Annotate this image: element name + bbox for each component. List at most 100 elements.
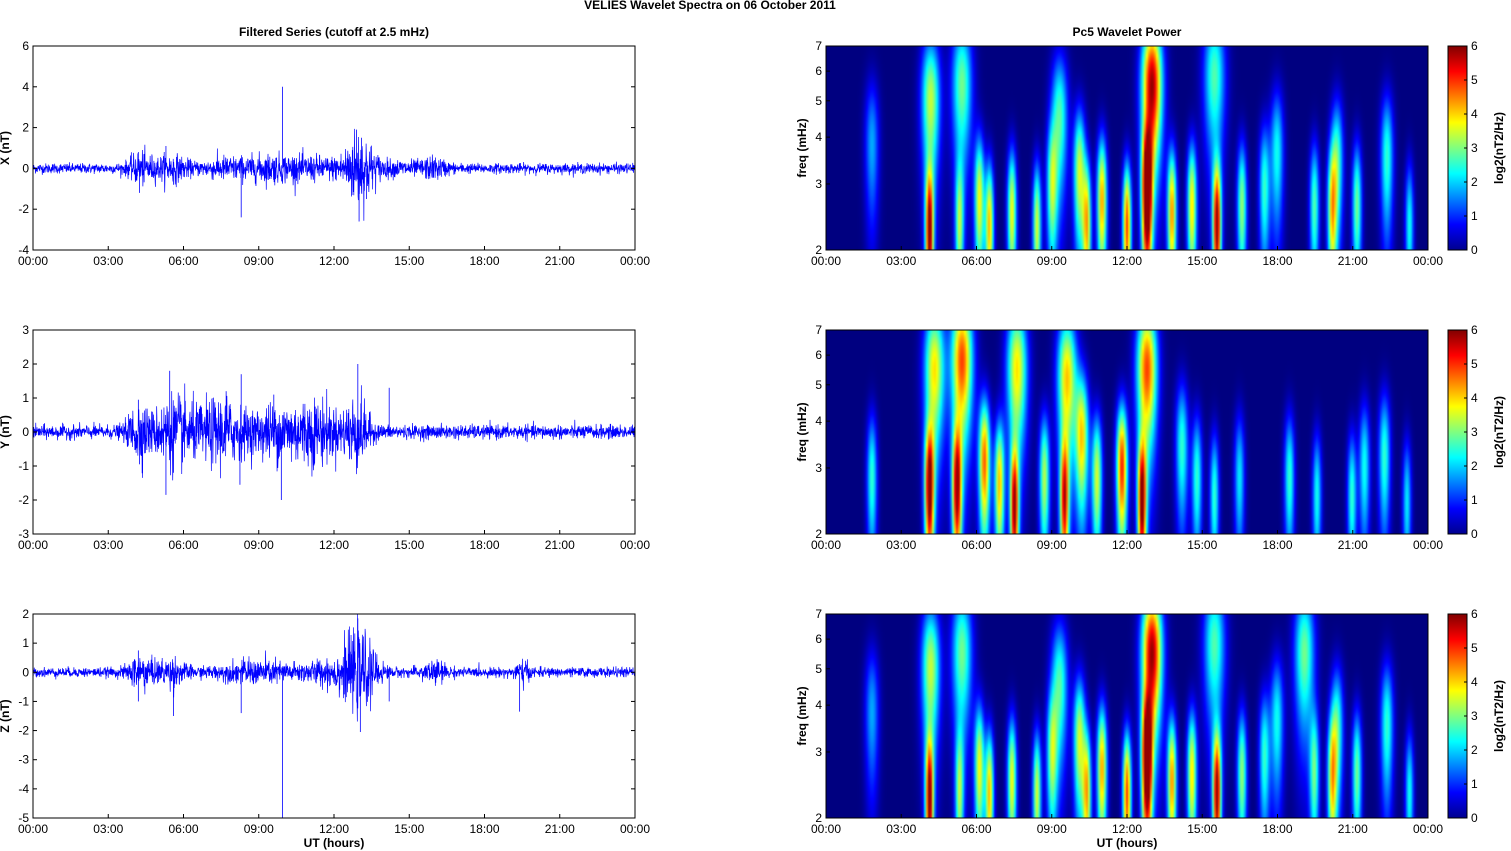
wp-z-colorbar-tick-label: 6	[1471, 607, 1478, 621]
ts-x-plot-area	[33, 46, 635, 250]
ts-y-xtick-label: 18:00	[469, 538, 499, 552]
ts-z-ytick-label: -5	[18, 811, 29, 825]
ts-y-ytick-label: 2	[22, 357, 29, 371]
ts-z-ytick-label: -3	[18, 753, 29, 767]
ts-z-xtick-label: 00:00	[620, 822, 650, 836]
wp-z-colorbar-tick-label: 0	[1471, 811, 1478, 825]
x-axis-label-left: UT (hours)	[304, 836, 365, 850]
ts-y-xtick-label: 09:00	[244, 538, 274, 552]
ts-x-xtick-label: 21:00	[545, 254, 575, 268]
wp-z-ytick-label: 6	[815, 632, 822, 646]
wp-y-xtick-label: 06:00	[961, 538, 991, 552]
x-axis-label-right: UT (hours)	[1097, 836, 1158, 850]
wp-y-xtick-label: 21:00	[1338, 538, 1368, 552]
wp-z-xtick-label: 21:00	[1338, 822, 1368, 836]
ts-y-xtick-label: 00:00	[620, 538, 650, 552]
ts-z-trace	[32, 613, 636, 722]
ts-x-trace	[32, 128, 636, 221]
wp-y-ytick-label: 3	[815, 461, 822, 475]
wp-x-xtick-label: 21:00	[1338, 254, 1368, 268]
ts-y-xtick-label: 00:00	[18, 538, 48, 552]
ts-y-ytick-label: 3	[22, 323, 29, 337]
wp-x-xtick-label: 03:00	[886, 254, 916, 268]
wp-z-xtick-label: 18:00	[1262, 822, 1292, 836]
wp-y-colorbar-tick-label: 1	[1471, 493, 1478, 507]
ts-z-plot-area	[33, 614, 635, 818]
wp-y-xtick-label: 00:00	[1413, 538, 1443, 552]
wp-x-colorbar-tick-label: 3	[1471, 141, 1478, 155]
ts-y-xtick-label: 15:00	[394, 538, 424, 552]
ts-x-xtick-label: 00:00	[18, 254, 48, 268]
wp-z-xtick-label: 15:00	[1187, 822, 1217, 836]
ts-z-xtick-label: 12:00	[319, 822, 349, 836]
wp-z-xtick-label: 00:00	[811, 822, 841, 836]
wp-y-xtick-label: 03:00	[886, 538, 916, 552]
wp-x-colorbar-tick-label: 0	[1471, 243, 1478, 257]
wp-x-xtick-label: 15:00	[1187, 254, 1217, 268]
ts-z-ytick-label: 2	[22, 607, 29, 621]
wp-y-ytick-label: 4	[815, 414, 822, 428]
right-column-title: Pc5 Wavelet Power	[1073, 25, 1182, 39]
ts-y-xtick-label: 03:00	[93, 538, 123, 552]
wp-z-ylabel: freq (mHz)	[795, 686, 809, 745]
wp-z-ytick-label: 3	[815, 745, 822, 759]
ts-z-ytick-label: 1	[22, 636, 29, 650]
ts-z-ytick-label: -1	[18, 694, 29, 708]
plot-panels: -4 -2 0 2 4 6 00:00 03:00 06:00 09:00 12:00 15:00 18…	[0, 39, 1506, 836]
ts-y-xtick-label: 12:00	[319, 538, 349, 552]
wp-y-colorbar-tick-label: 5	[1471, 357, 1478, 371]
wp-x-colorbar-tick-label: 2	[1471, 175, 1478, 189]
wp-z-ytick-label: 4	[815, 698, 822, 712]
ts-y-xtick-label: 21:00	[545, 538, 575, 552]
wp-z-ytick-label: 2	[815, 811, 822, 825]
wp-y-colorbar-tick-label: 3	[1471, 425, 1478, 439]
wp-x-xtick-label: 06:00	[961, 254, 991, 268]
ts-z-xtick-label: 09:00	[244, 822, 274, 836]
wp-y-xtick-label: 18:00	[1262, 538, 1292, 552]
ts-z-ytick-label: -2	[18, 724, 29, 738]
wp-x-colorbar-label: log2(nT2/Hz)	[1492, 112, 1506, 184]
wp-x-heatmap	[826, 46, 1428, 250]
wp-x-ytick-label: 6	[815, 64, 822, 78]
ts-y-trace	[32, 383, 636, 481]
wp-x-ytick-label: 7	[815, 39, 822, 53]
wp-y-ytick-label: 7	[815, 323, 822, 337]
ts-z-xtick-label: 21:00	[545, 822, 575, 836]
ts-x-xtick-label: 09:00	[244, 254, 274, 268]
ts-y-ylabel: Y (nT)	[0, 415, 12, 449]
ts-x-ytick-label: 2	[22, 121, 29, 135]
ts-y-ytick-label: 1	[22, 391, 29, 405]
wp-z-ytick-label: 7	[815, 607, 822, 621]
ts-y-ytick-label: 0	[22, 425, 29, 439]
left-column-title: Filtered Series (cutoff at 2.5 mHz)	[239, 25, 429, 39]
wp-x-ytick-label: 2	[815, 243, 822, 257]
wp-x-colorbar-tick-label: 1	[1471, 209, 1478, 223]
wp-x-xtick-label: 00:00	[811, 254, 841, 268]
wp-z-colorbar-label: log2(nT2/Hz)	[1492, 680, 1506, 752]
ts-x-ytick-label: 4	[22, 80, 29, 94]
wp-x-xtick-label: 12:00	[1112, 254, 1142, 268]
ts-x-xtick-label: 12:00	[319, 254, 349, 268]
wp-x-ytick-label: 3	[815, 177, 822, 191]
wp-y-colorbar-tick-label: 2	[1471, 459, 1478, 473]
ts-z-xtick-label: 06:00	[168, 822, 198, 836]
wp-y-heatmap	[826, 330, 1428, 534]
ts-x-xtick-label: 03:00	[93, 254, 123, 268]
ts-z-ylabel: Z (nT)	[0, 699, 12, 732]
wp-z-colorbar-tick-label: 3	[1471, 709, 1478, 723]
ts-x-xtick-label: 18:00	[469, 254, 499, 268]
wp-x-xtick-label: 18:00	[1262, 254, 1292, 268]
wp-z-colorbar-tick-label: 5	[1471, 641, 1478, 655]
wp-y-ytick-label: 6	[815, 348, 822, 362]
wp-z-colorbar-tick-label: 4	[1471, 675, 1478, 689]
ts-x-ytick-label: 6	[22, 39, 29, 53]
wp-z-colorbar-tick-label: 1	[1471, 777, 1478, 791]
wp-y-ylabel: freq (mHz)	[795, 402, 809, 461]
wp-x-colorbar-tick-label: 4	[1471, 107, 1478, 121]
ts-y-xtick-label: 06:00	[168, 538, 198, 552]
wp-y-colorbar-tick-label: 6	[1471, 323, 1478, 337]
ts-x-ytick-label: 0	[22, 161, 29, 175]
wp-z-heatmap	[826, 614, 1428, 818]
wp-y-ytick-label: 2	[815, 527, 822, 541]
